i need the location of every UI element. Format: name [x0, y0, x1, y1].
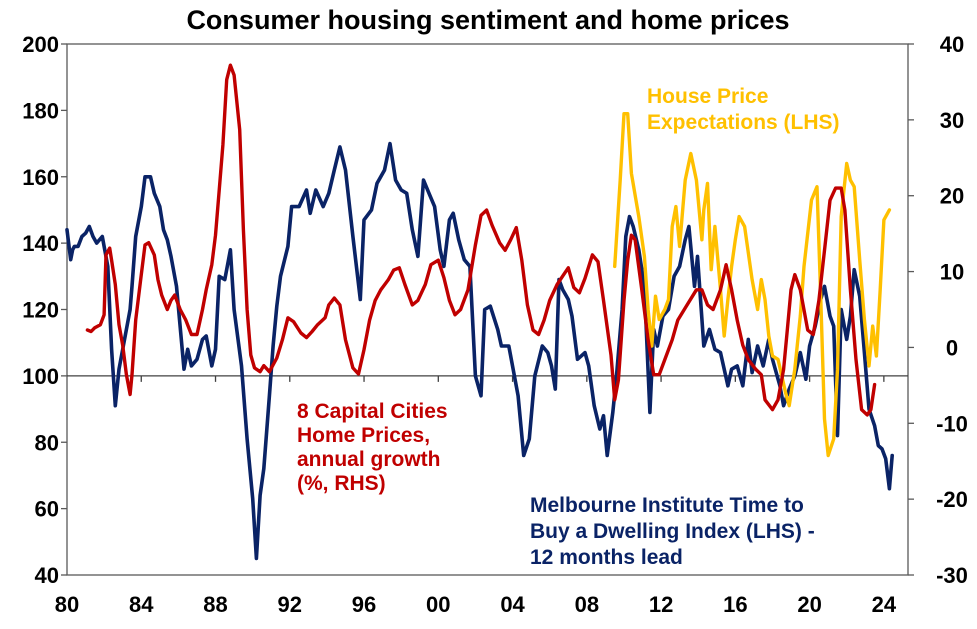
left-y-axis: 40 60 80 100 120 140 160 180 200: [22, 32, 67, 588]
series-layer: [65, 63, 895, 561]
annotation-line: 8 Capital Cities: [297, 400, 448, 423]
x-tick-label: 24: [872, 592, 897, 617]
left-tick-label: 160: [22, 165, 59, 190]
annotation-line: Melbourne Institute Time to: [530, 494, 804, 517]
annotation-line: Expectations (LHS): [647, 111, 840, 134]
right-tick-label: 0: [946, 335, 958, 360]
x-tick-label: 08: [575, 592, 599, 617]
annotation-line: 12 months lead: [530, 546, 683, 569]
left-tick-label: 140: [22, 231, 59, 256]
annotation-line: House Price: [647, 85, 768, 108]
x-tick-label: 80: [55, 592, 79, 617]
right-tick-label: 20: [940, 184, 964, 209]
chart-title: Consumer housing sentiment and home pric…: [186, 5, 789, 35]
x-tick-label: 92: [278, 592, 302, 617]
left-tick-label: 120: [22, 298, 59, 323]
left-tick-label: 40: [35, 563, 59, 588]
annotation-line: Buy a Dwelling Index (LHS) -: [530, 520, 815, 543]
x-tick-label: 20: [797, 592, 821, 617]
x-tick-label: 96: [352, 592, 376, 617]
x-tick-label: 04: [500, 592, 525, 617]
annotation-line: annual growth: [297, 448, 441, 471]
annotation-line: Home Prices,: [297, 424, 430, 447]
annotation-line: (%, RHS): [297, 472, 386, 495]
right-tick-label: 30: [940, 108, 964, 133]
annotation-home-prices: 8 Capital Cities Home Prices, annual gro…: [297, 400, 453, 495]
left-tick-label: 200: [22, 32, 59, 57]
left-tick-label: 60: [35, 497, 59, 522]
x-axis: 80 84 88 92 96 00 04 08 12 16 20 24: [55, 375, 908, 617]
annotation-time-to-buy: Melbourne Institute Time to Buy a Dwelli…: [530, 494, 821, 569]
x-tick-label: 88: [203, 592, 227, 617]
annotation-house-price-expectations: House Price Expectations (LHS): [647, 85, 840, 134]
x-tick-label: 84: [129, 592, 154, 617]
series-line-house-price-expectations: [613, 111, 892, 458]
left-tick-label: 100: [22, 364, 59, 389]
right-tick-label: 40: [940, 32, 964, 57]
x-tick-label: 00: [426, 592, 450, 617]
x-tick-label: 16: [723, 592, 747, 617]
annotations: 8 Capital Cities Home Prices, annual gro…: [297, 85, 840, 569]
right-tick-label: -20: [936, 487, 968, 512]
right-tick-label: 10: [940, 260, 964, 285]
left-tick-label: 80: [35, 430, 59, 455]
series-line-home-prices: [85, 63, 877, 417]
left-tick-label: 180: [22, 98, 59, 123]
right-y-axis: -30 -20 -10 0 10 20 30 40: [908, 32, 968, 588]
right-tick-label: -30: [936, 563, 968, 588]
right-tick-label: -10: [936, 411, 968, 436]
x-tick-label: 12: [649, 592, 673, 617]
